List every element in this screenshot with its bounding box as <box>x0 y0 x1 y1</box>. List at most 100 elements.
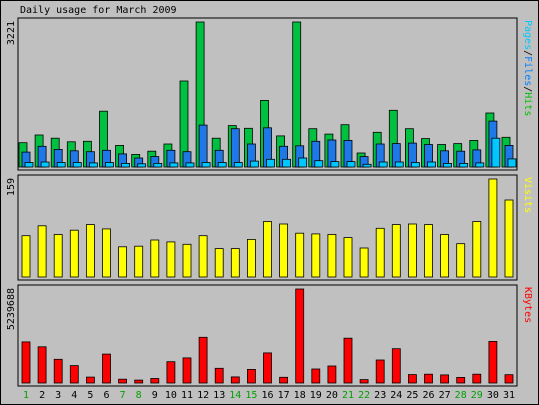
panel-pfh: 3221 Pages/Files/Hits <box>6 17 533 171</box>
bar-visits-visits-6 <box>102 228 111 278</box>
x-axis-labels: 1 2 3 4 5 6 7 8 9 10 11 12 13 14 15 16 17 18 19 20 21 22 23 24 2… <box>23 390 515 401</box>
bar-pfh-pages-30 <box>491 137 501 168</box>
bar-kbytes-kbytes-15 <box>246 368 256 384</box>
panel-visits-max-label: 159 <box>6 178 17 196</box>
bar-kbytes-kbytes-27 <box>440 374 450 384</box>
bar-pfh-pages-17 <box>282 158 292 168</box>
bar-kbytes-kbytes-14 <box>230 376 240 384</box>
x-tick-label-27: 27 <box>439 390 451 401</box>
bar-visits-visits-5 <box>86 224 95 278</box>
bar-kbytes-kbytes-6 <box>102 353 111 384</box>
x-tick-label-5: 5 <box>87 390 93 401</box>
x-tick-label-13: 13 <box>213 390 225 401</box>
bar-visits-visits-15 <box>246 238 256 278</box>
bar-pfh-pages-16 <box>266 158 275 168</box>
bar-pfh-pages-20 <box>330 161 340 168</box>
bar-kbytes-kbytes-12 <box>198 336 208 384</box>
panel-visits: 159 Visits <box>6 174 533 281</box>
bar-pfh-pages-18 <box>298 157 308 168</box>
bar-visits-visits-11 <box>182 243 192 278</box>
bar-kbytes-kbytes-20 <box>327 365 337 384</box>
x-tick-label-28: 28 <box>455 390 467 401</box>
bar-pfh-pages-1 <box>24 162 34 168</box>
bar-kbytes-kbytes-23 <box>375 359 385 384</box>
x-tick-label-31: 31 <box>503 390 515 401</box>
x-tick-label-30: 30 <box>487 390 499 401</box>
bar-kbytes-kbytes-1 <box>21 341 31 384</box>
x-tick-label-22: 22 <box>358 390 370 401</box>
bar-pfh-pages-4 <box>72 162 82 168</box>
bar-pfh-pages-5 <box>89 162 98 168</box>
bar-pfh-pages-25 <box>410 162 420 168</box>
bar-kbytes-kbytes-5 <box>86 376 95 384</box>
bar-visits-visits-19 <box>311 233 321 278</box>
bar-kbytes-kbytes-8 <box>134 379 144 384</box>
bar-pfh-pages-24 <box>394 161 404 168</box>
bar-pfh-pages-22 <box>362 163 372 168</box>
bar-kbytes-kbytes-13 <box>214 367 224 384</box>
bar-kbytes-kbytes-10 <box>166 361 176 384</box>
bar-pfh-pages-26 <box>427 161 436 168</box>
x-tick-label-15: 15 <box>245 390 257 401</box>
x-tick-label-18: 18 <box>294 390 306 401</box>
bar-visits-visits-10 <box>166 241 176 278</box>
x-tick-label-16: 16 <box>261 390 273 401</box>
panel-kbytes-legend: KBytes <box>522 287 533 323</box>
bar-pfh-pages-23 <box>378 161 388 168</box>
bar-visits-visits-27 <box>440 234 450 278</box>
bar-kbytes-kbytes-19 <box>311 368 321 384</box>
bar-visits-visits-13 <box>214 248 224 278</box>
bar-kbytes-kbytes-29 <box>472 373 482 384</box>
bar-visits-visits-12 <box>198 235 208 278</box>
bar-visits-visits-17 <box>279 223 289 278</box>
x-tick-label-6: 6 <box>103 390 109 401</box>
x-tick-label-26: 26 <box>422 390 434 401</box>
legend-pfh-3: / <box>522 86 533 92</box>
x-tick-label-7: 7 <box>120 390 126 401</box>
bar-pfh-pages-12 <box>201 162 211 168</box>
x-tick-label-10: 10 <box>165 390 177 401</box>
x-tick-label-4: 4 <box>71 390 77 401</box>
bar-kbytes-kbytes-11 <box>182 357 192 384</box>
bar-pfh-pages-31 <box>507 158 517 168</box>
x-tick-label-25: 25 <box>406 390 418 401</box>
x-tick-label-23: 23 <box>374 390 386 401</box>
bar-visits-visits-30 <box>488 178 498 278</box>
bar-kbytes-kbytes-21 <box>343 337 353 384</box>
legend-visits-0: Visits <box>522 177 533 213</box>
bar-visits-visits-28 <box>456 243 466 278</box>
bar-kbytes-kbytes-2 <box>37 346 47 384</box>
bar-pfh-pages-2 <box>40 161 50 168</box>
bar-pfh-pages-10 <box>169 162 179 168</box>
bar-pfh-pages-6 <box>105 162 114 168</box>
bar-visits-visits-3 <box>53 234 63 278</box>
x-tick-label-29: 29 <box>471 390 483 401</box>
bar-visits-visits-22 <box>359 247 369 278</box>
bar-kbytes-kbytes-22 <box>359 379 369 384</box>
x-tick-label-12: 12 <box>197 390 209 401</box>
bar-visits-visits-24 <box>391 224 401 278</box>
bar-kbytes-kbytes-4 <box>69 365 79 384</box>
bar-kbytes-kbytes-25 <box>407 374 417 384</box>
legend-pfh-4: Hits <box>522 92 533 116</box>
x-tick-label-3: 3 <box>55 390 61 401</box>
panel-pfh-max-label: 3221 <box>6 21 17 45</box>
bar-kbytes-kbytes-24 <box>391 348 401 384</box>
bar-pfh-pages-15 <box>249 160 259 168</box>
x-tick-label-24: 24 <box>390 390 402 401</box>
bar-visits-visits-20 <box>327 234 337 278</box>
bar-visits-visits-31 <box>504 199 514 278</box>
legend-pfh-0: Pages <box>522 20 533 50</box>
bar-visits-visits-7 <box>118 246 127 278</box>
bar-visits-visits-1 <box>21 235 31 278</box>
bar-pfh-pages-3 <box>56 162 66 168</box>
bar-visits-visits-14 <box>230 248 240 278</box>
bar-kbytes-kbytes-7 <box>118 378 127 384</box>
x-tick-label-21: 21 <box>342 390 354 401</box>
bar-visits-visits-26 <box>424 224 433 278</box>
bar-pfh-pages-11 <box>185 162 195 168</box>
bar-kbytes-kbytes-9 <box>150 378 160 384</box>
x-tick-label-20: 20 <box>326 390 338 401</box>
